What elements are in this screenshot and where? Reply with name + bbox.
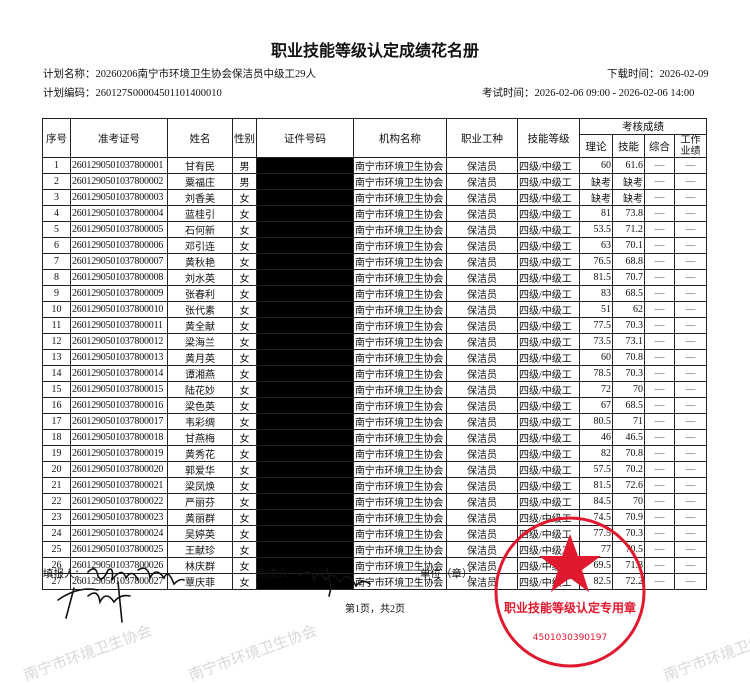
id-number-redacted [256, 429, 354, 446]
unit-label: 单位（章）： [420, 569, 478, 580]
exam-time: 考试时间：2026-02-06 09:00 - 2026-02-06 14:00 [482, 88, 695, 99]
work-score: — [674, 573, 707, 590]
header-exam-id: 准考证号 [70, 118, 168, 158]
seal-text: 职业技能等级认定专用章 [504, 600, 636, 615]
row-no: 27 [42, 573, 71, 590]
header-job: 职业工种 [446, 118, 518, 158]
work-score: — [674, 493, 707, 510]
signature-filler-2 [57, 581, 131, 623]
student-name: 覃庆菲 [167, 573, 233, 590]
document-title: 职业技能等级认定成绩花名册 [270, 41, 479, 60]
id-number-redacted [256, 413, 354, 430]
table-row: 10 2601290501037800010 张代素女南宁市环境卫生协会 保洁员 四级/… [42, 301, 707, 318]
page-number: 第1页，共2页 [345, 604, 405, 615]
table-row: 19 2601290501037800019 黄秀花女南宁市环境卫生协会 保洁员 四级/… [42, 445, 707, 462]
table-row: 5 2601290501037800005 石何新女南宁市环境卫生协会 保洁员 四级/中… [42, 221, 707, 238]
signatures [57, 567, 371, 623]
table-row: 3 2601290501037800003 刘香美女南宁市环境卫生协会 保洁员 四级/中… [42, 189, 707, 206]
header-composite: 综合 [644, 134, 675, 158]
download-time: 下载时间：2026-02-09 [607, 69, 709, 80]
official-seal: 职业技能等级认定专用章 4501030390197 [494, 516, 646, 668]
id-number-redacted [256, 221, 354, 238]
table-row: 23 2601290501037800023 黄丽群女南宁市环境卫生协会 保洁员 四级/… [42, 509, 707, 526]
filler-label: 填报人： [43, 569, 85, 580]
plan-name: 计划名称：20260206南宁市环境卫生协会保洁员中级工29人 [43, 69, 316, 80]
id-number-redacted [256, 557, 354, 574]
id-number-redacted [256, 477, 354, 494]
signature-filler-1 [87, 567, 185, 586]
id-number-redacted [256, 573, 354, 590]
table-row: 27 2601290501037800027 覃庆菲女南宁市环境卫生协会 保洁员 四级/… [42, 573, 707, 590]
leader-label: 负责人： [257, 569, 299, 580]
table-row: 22 2601290501037800022 严丽芬女南宁市环境卫生协会 保洁员 四级/… [42, 493, 707, 510]
table-row: 1 260129050103780000​1 甘有民男南宁市环境卫生协会 保洁员 四级/… [42, 157, 707, 174]
seal-number: 4501030390197 [533, 633, 607, 643]
id-number-redacted [256, 509, 354, 526]
signature-leader [299, 567, 371, 597]
table-row: 17 2601290501037800017 韦彩绸女南宁市环境卫生协会 保洁员 四级/… [42, 413, 707, 430]
table-row: 20 2601290501037800020 郭爱华女南宁市环境卫生协会 保洁员 四级/… [42, 461, 707, 478]
score-table: 序号 准考证号 姓名 性别 证件号码 机构名称 职业工种 技能等级 考核成绩 理… [42, 118, 707, 590]
skill-score: 72.2 [612, 573, 645, 590]
table-row: 18 2601290501037800018 甘燕梅女南宁市环境卫生协会 保洁员 四级/… [42, 429, 707, 446]
id-number-redacted [256, 461, 354, 478]
table-row: 2 2601290501037800002 粟福庄男南宁市环境卫生协会 保洁员 四级/中… [42, 173, 707, 190]
id-number-redacted [256, 237, 354, 254]
header-name: 姓名 [167, 118, 233, 158]
header-org: 机构名称 [353, 118, 447, 158]
table-row: 14 2601290501037800014 谭湘燕女南宁市环境卫生协会 保洁员 四级/… [42, 365, 707, 382]
work-score: — [674, 253, 707, 270]
table-row: 15 2601290501037800015 陆花妙女南宁市环境卫生协会 保洁员 四级/… [42, 381, 707, 398]
id-number-redacted [256, 445, 354, 462]
id-number-redacted [256, 157, 354, 174]
plan-code: 计划编码：260127S00004501101400010 [43, 88, 222, 99]
id-number-redacted [256, 253, 354, 270]
star-icon [539, 534, 601, 592]
table-row: 13 2601290501037800013 黄月英女南宁市环境卫生协会 保洁员 四级/… [42, 349, 707, 366]
id-number-redacted [256, 205, 354, 222]
id-number-redacted [256, 333, 354, 350]
id-number-redacted [256, 285, 354, 302]
table-row: 8 2601290501037800008 刘水英女南宁市环境卫生协会 保洁员 四级/中… [42, 269, 707, 286]
table-row: 16 2601290501037800016 梁色英女南宁市环境卫生协会 保洁员 四级/… [42, 397, 707, 414]
header-id-no: 证件号码 [256, 118, 354, 158]
